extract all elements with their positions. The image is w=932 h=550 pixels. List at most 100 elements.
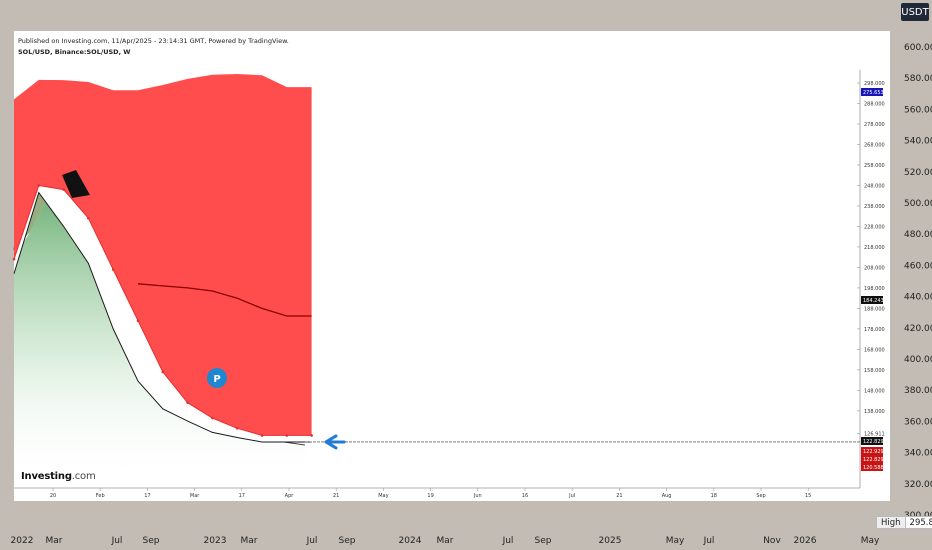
red-line-point	[136, 319, 140, 322]
red-line-point	[62, 188, 65, 191]
investing-logo: Investing.com	[21, 471, 96, 482]
dark-red-curve	[137, 283, 312, 317]
outer-x-tick-label: Nov	[763, 536, 781, 546]
outer-y-tick-label: 420.00	[904, 324, 932, 334]
red-line-point	[211, 416, 214, 420]
inner-y-tick-label: 138.000	[864, 409, 885, 415]
inner-y-tick-label: 238.000	[864, 204, 885, 210]
outer-x-tick-label: Sep	[143, 536, 160, 546]
inner-x-tick-label: Mar	[190, 493, 200, 499]
inner-x-tick-label: Aug	[662, 493, 672, 499]
red-line-point	[285, 434, 289, 437]
inner-x-tick-label: 20	[50, 493, 56, 499]
inner-y-tick-label: 178.000	[864, 327, 885, 333]
inner-x-tick-label: 16	[522, 493, 528, 499]
inner-x-tick-label: Sep	[756, 493, 765, 499]
inner-x-tick-label: 21	[616, 493, 622, 499]
outer-x-tick-label: Mar	[437, 536, 454, 546]
inner-y-tick-label: 288.000	[864, 101, 885, 107]
black-wedge	[62, 170, 90, 198]
inner-x-tick-label: Feb	[96, 493, 105, 499]
outer-y-tick-label: 580.00	[904, 74, 932, 84]
lower-black-line	[13, 191, 312, 443]
inner-y-tick-label: 148.000	[864, 388, 885, 394]
price-label-value: 122.929	[863, 449, 884, 455]
inner-y-tick-label: 126.911	[864, 432, 885, 438]
outer-y-tick-label: 320.00	[904, 480, 932, 490]
price-label-value: 122.829	[863, 439, 884, 445]
price-label-box	[861, 455, 883, 463]
inner-x-tick-label: May	[378, 493, 388, 499]
left-arrow-icon	[324, 434, 346, 450]
price-label-box	[861, 463, 883, 471]
white-band	[14, 185, 312, 442]
logo-text: Investing	[21, 471, 72, 482]
outer-y-tick-label: 380.00	[904, 386, 932, 396]
outer-x-tick-label: Sep	[535, 536, 552, 546]
outer-x-tick-label: 2023	[204, 536, 227, 546]
outer-y-tick-label: 480.00	[904, 230, 932, 240]
price-label-value: 275.653	[863, 90, 884, 96]
p-marker-icon	[207, 368, 227, 388]
outer-y-tick-label: 340.00	[904, 449, 932, 459]
red-line-point	[111, 268, 115, 271]
outer-y-tick-label: 400.00	[904, 355, 932, 365]
outer-x-tick-label: Jul	[502, 536, 514, 546]
outer-x-tick-label: Mar	[241, 536, 258, 546]
price-label-box	[861, 437, 883, 445]
outer-x-tick-label: 2025	[599, 536, 622, 546]
outer-x-tick-label: 2022	[11, 536, 34, 546]
inner-x-tick-label: 19	[427, 493, 433, 499]
logo-suffix: .com	[71, 471, 96, 482]
inner-x-tick-label: Jun	[473, 493, 482, 499]
inner-y-tick-label: 278.000	[864, 122, 885, 128]
outer-x-tick-label: May	[666, 536, 685, 546]
price-label-box	[861, 88, 883, 96]
inner-y-tick-label: 188.000	[864, 306, 885, 312]
high-value: 295.83	[905, 516, 932, 529]
outer-x-tick-label: Jul	[703, 536, 715, 546]
outer-y-tick-label: 440.00	[904, 293, 932, 303]
high-label: High	[876, 516, 906, 529]
red-line-point	[12, 257, 16, 261]
price-label-box	[861, 296, 883, 304]
inner-x-tick-label: 15	[805, 493, 811, 499]
inner-y-tick-label: 248.000	[864, 183, 885, 189]
unit-badge[interactable]: USDT	[901, 3, 929, 21]
outer-x-tick-label: May	[861, 536, 880, 546]
inner-x-tick-label: 18	[711, 493, 717, 499]
published-line: Published on Investing.com, 11/Apr/2025 …	[18, 37, 289, 45]
price-label-value: 120.588	[863, 465, 884, 471]
inner-x-tick-label: 21	[333, 493, 339, 499]
outer-y-tick-label: 360.00	[904, 417, 932, 427]
price-label-value: 122.829	[863, 457, 884, 463]
outer-x-tick-label: Mar	[46, 536, 63, 546]
outer-y-tick-label: 500.00	[904, 199, 932, 209]
price-label-box	[861, 447, 883, 455]
inner-y-tick-label: 258.000	[864, 163, 885, 169]
red-line-point	[87, 216, 90, 220]
inner-x-tick-label: Apr	[285, 493, 295, 499]
outer-x-tick-label: Jul	[306, 536, 318, 546]
inner-y-tick-label: 228.000	[864, 224, 885, 230]
inner-x-tick-label: Jul	[568, 493, 575, 499]
outer-x-tick-label: 2024	[399, 536, 422, 546]
outer-x-tick-label: Jul	[111, 536, 123, 546]
inner-y-tick-label: 298.000	[864, 81, 885, 87]
outer-y-tick-label: 540.00	[904, 137, 932, 147]
red-line-point	[235, 426, 239, 430]
outer-x-tick-label: Sep	[339, 536, 356, 546]
upper-red-ribbon	[14, 74, 312, 436]
price-label-value: 184.243	[863, 298, 884, 304]
red-line-point	[260, 434, 264, 437]
red-line-point	[37, 184, 41, 187]
outer-y-tick-label: 520.00	[904, 168, 932, 178]
outer-y-tick-label: 560.00	[904, 105, 932, 115]
inner-y-tick-label: 158.000	[864, 368, 885, 374]
inner-y-tick-label: 168.000	[864, 347, 885, 353]
outer-y-tick-label: 460.00	[904, 261, 932, 271]
outer-y-tick-label: 600.00	[904, 43, 932, 53]
inner-y-tick-label: 198.000	[864, 286, 885, 292]
